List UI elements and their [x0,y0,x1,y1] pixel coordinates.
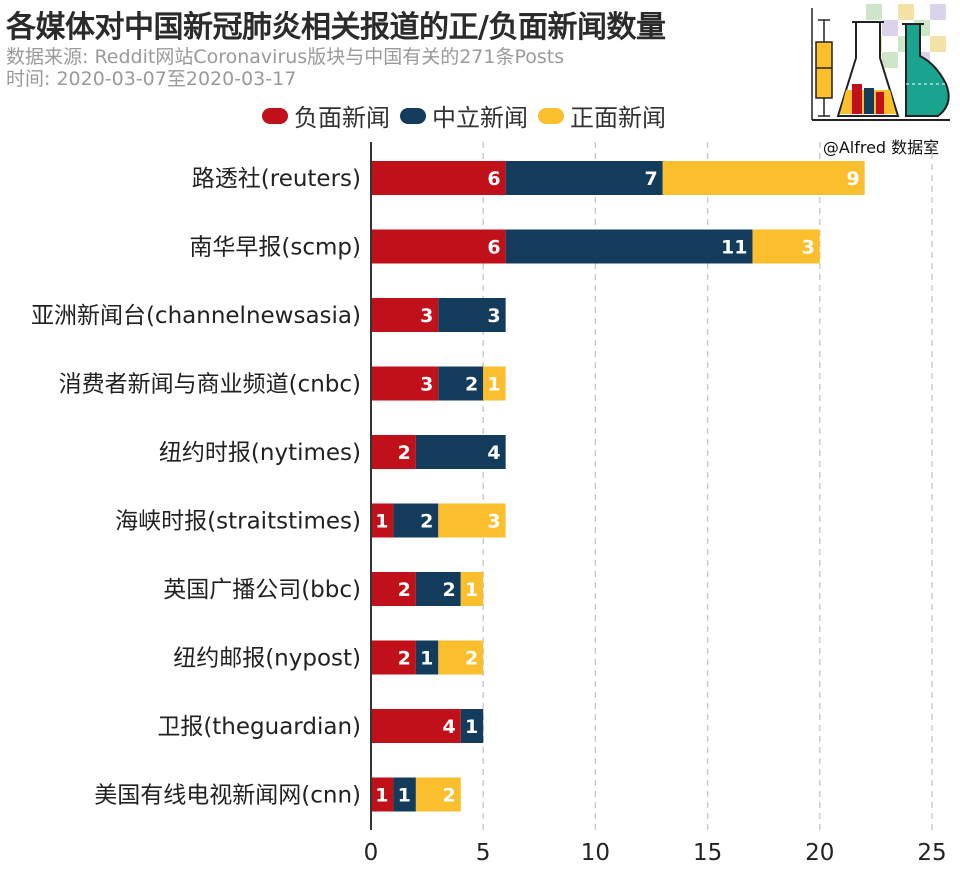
bar-segment [371,640,416,675]
data-label: 2 [465,374,478,396]
logo-caption: @Alfred 数据室 [822,138,940,157]
bar-segment [371,777,394,812]
x-tick-label: 15 [693,840,722,866]
data-label: 4 [443,716,456,738]
data-label: 1 [487,374,500,396]
legend-label-neutral: 中立新闻 [432,104,528,132]
bar-segment [483,366,506,401]
data-label: 9 [846,168,859,190]
data-label: 2 [398,579,411,601]
bar-segment [438,640,484,675]
bar-segment [371,229,506,264]
category-label: 亚洲新闻台(channelnewsasia) [31,303,361,329]
category-label: 海峡时报(straitstimes) [115,509,361,535]
bar-segment [371,709,461,743]
bar-segment [415,640,439,675]
data-label: 1 [420,648,433,670]
chart-subtitle-time: 时间: 2020-03-07至2020-03-17 [6,68,297,90]
category-label: 路透社(reuters) [192,166,361,192]
bar-segment [371,435,416,469]
bar-segment [371,503,394,538]
bar-segment [393,777,416,812]
data-label: 2 [398,648,411,670]
data-label: 11 [721,237,747,259]
x-tick-label: 20 [805,840,834,866]
category-label: 纽约时报(nytimes) [159,440,361,466]
legend-swatch-positive [538,107,564,124]
data-label: 7 [644,168,657,190]
data-label: 3 [487,511,500,533]
category-label: 纽约邮报(nypost) [173,646,361,672]
data-label: 2 [420,511,433,533]
legend-label-positive: 正面新闻 [570,104,666,132]
data-label: 6 [487,237,500,259]
x-tick-label: 25 [917,840,946,866]
bar-segment [371,366,439,401]
bar-segment [752,229,820,264]
x-tick-label: 10 [581,840,610,866]
data-label: 4 [487,442,500,464]
data-label: 3 [802,237,815,259]
x-tick-label: 5 [476,840,491,866]
chart-title: 各媒体对中国新冠肺炎相关报道的正/负面新闻数量 [6,10,666,45]
data-label: 1 [465,579,478,601]
bar-segment [460,572,484,606]
category-label: 英国广播公司(bbc) [163,577,361,603]
legend-item-neutral: 中立新闻 [400,98,528,133]
data-label: 6 [487,168,500,190]
data-label: 3 [487,305,500,327]
data-label: 1 [465,716,478,738]
data-label: 1 [375,785,388,807]
data-label: 2 [398,442,411,464]
bar-segment [371,298,439,332]
x-tick-label: 0 [364,840,379,866]
bar-segment [438,503,506,538]
bar-segment [415,435,506,469]
bar-segment [438,298,506,332]
legend-item-negative: 负面新闻 [262,98,390,133]
logo-flask-icon [811,4,950,121]
legend-swatch-neutral [400,107,426,124]
bar-segment [438,366,484,401]
bar-segment [662,161,865,195]
bar-segment [415,777,461,812]
legend-swatch-negative [262,107,288,124]
data-label: 3 [420,305,433,327]
category-label: 美国有线电视新闻网(cnn) [94,783,361,809]
category-label: 卫报(theguardian) [157,714,361,740]
legend-item-positive: 正面新闻 [538,98,666,133]
chart-subtitle-source: 数据来源: Reddit网站Coronavirus版块与中国有关的271条Pos… [6,46,565,68]
bar-segment [505,161,663,195]
category-label: 南华早报(scmp) [189,235,361,261]
legend-label-negative: 负面新闻 [294,104,390,132]
bar-segment [371,161,506,195]
chart-legend: 负面新闻 中立新闻 正面新闻 [262,98,666,133]
data-label: 3 [420,374,433,396]
data-label: 1 [375,511,388,533]
data-label: 2 [443,785,456,807]
data-label: 2 [465,648,478,670]
bar-segment [393,503,439,538]
bar-segment [505,229,753,264]
data-label: 1 [398,785,411,807]
bar-segment [371,572,416,606]
data-label: 2 [443,579,456,601]
bar-segment [460,709,484,743]
bar-segment [415,572,461,606]
category-label: 消费者新闻与商业频道(cnbc) [59,372,361,398]
logo: @Alfred 数据室 [808,4,954,158]
